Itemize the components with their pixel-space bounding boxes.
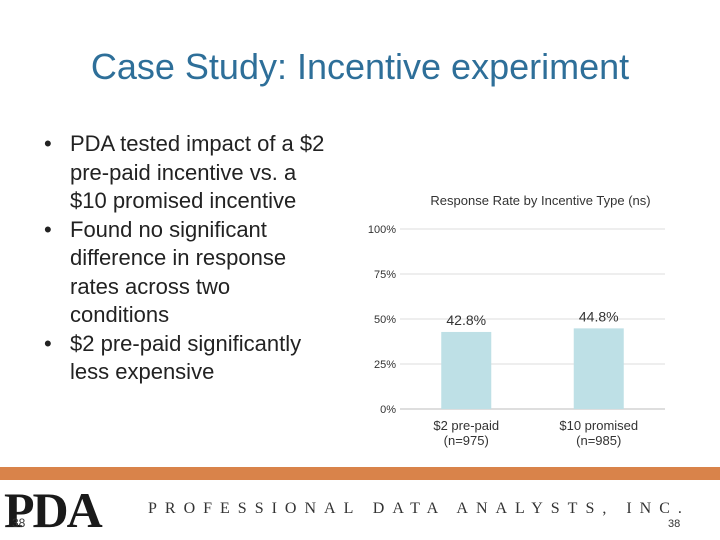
bullet-text: Found no significant difference in respo… xyxy=(70,216,287,328)
page-number-left: 38 xyxy=(12,516,26,530)
bullet-symbol: • xyxy=(44,216,52,242)
x-tick-label: $10 promised xyxy=(559,418,638,433)
footer-bar: PDA 38 PROFESSIONAL DATA ANALYSTS, INC. … xyxy=(0,467,720,540)
footer-panel: PDA 38 PROFESSIONAL DATA ANALYSTS, INC. … xyxy=(0,480,720,540)
bullet-symbol: • xyxy=(44,330,52,356)
bullet-item: • Found no significant difference in resp… xyxy=(42,216,332,330)
company-name: PROFESSIONAL DATA ANALYSTS, INC. xyxy=(148,500,690,517)
x-tick-label: $2 pre-paid xyxy=(433,418,499,433)
slide-title: Case Study: Incentive experiment xyxy=(90,46,630,87)
bullet-item: • $2 pre-paid significantly less expensiv… xyxy=(42,330,332,387)
chart-title: Response Rate by Incentive Type (ns) xyxy=(430,193,650,208)
response-rate-chart: Response Rate by Incentive Type (ns) 0% 25… xyxy=(368,193,665,448)
bullet-list: • PDA tested impact of a $2 pre-paid ince… xyxy=(42,130,332,387)
y-tick-label: 100% xyxy=(368,224,396,236)
data-label: 44.8% xyxy=(579,308,619,324)
bar xyxy=(573,328,624,409)
bullet-symbol: • xyxy=(44,131,52,156)
data-label: 42.8% xyxy=(446,312,486,328)
y-tick-label: 75% xyxy=(374,269,396,281)
bullet-text: PDA tested impact of a $2 pre-paid incen… xyxy=(70,131,325,213)
page-number-right: 38 xyxy=(668,518,681,530)
bullet-text: $2 pre-paid significantly less expensive xyxy=(70,330,302,385)
y-tick-label: 50% xyxy=(374,314,396,326)
bar xyxy=(441,331,492,409)
x-tick-label: (n=985) xyxy=(576,433,621,448)
x-tick-label: (n=975) xyxy=(444,433,489,448)
company-logo: PDA xyxy=(4,482,103,538)
bullet-item: • PDA tested impact of a $2 pre-paid ince… xyxy=(42,130,332,216)
y-tick-label: 25% xyxy=(374,359,396,371)
y-tick-label: 0% xyxy=(380,404,396,416)
